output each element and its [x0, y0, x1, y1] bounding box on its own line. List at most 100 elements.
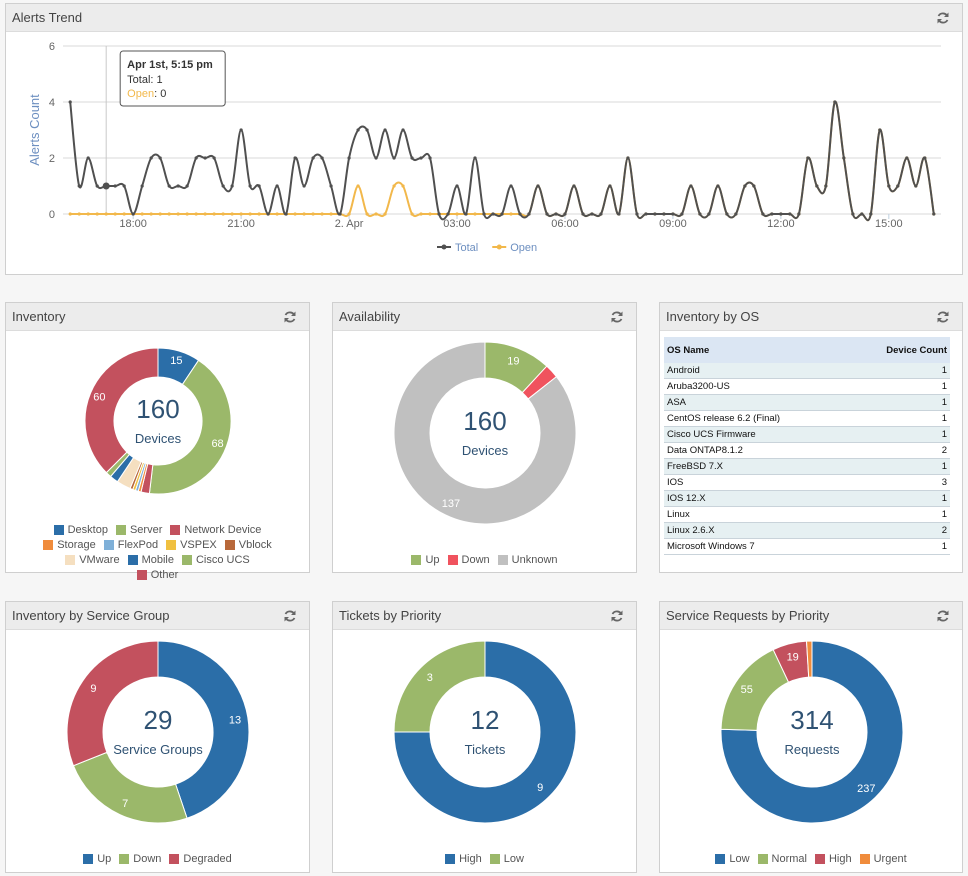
point: [644, 212, 648, 216]
legend-swatch: [447, 554, 458, 565]
point: [221, 212, 225, 216]
device-count: 1: [847, 394, 950, 411]
point: [482, 212, 486, 216]
point: [113, 184, 117, 188]
legend-label: High: [828, 852, 852, 865]
refresh-icon[interactable]: [936, 609, 950, 623]
point: [194, 156, 198, 160]
legend-item[interactable]: Vblock: [224, 537, 272, 552]
point: [833, 100, 837, 104]
os-name: Android: [664, 363, 848, 379]
legend-item[interactable]: VSPEX: [166, 537, 217, 552]
point: [662, 212, 666, 216]
legend-item[interactable]: VMware: [65, 552, 120, 567]
point: [275, 184, 279, 188]
point: [239, 212, 243, 216]
x-tick-label: 18:00: [119, 218, 147, 230]
point: [581, 212, 585, 216]
point: [869, 212, 873, 216]
legend: Desktop Server Network Device Storage FlexPo…: [38, 522, 278, 582]
point: [572, 184, 576, 188]
legend-item[interactable]: Desktop: [53, 522, 108, 537]
tickets-panel: Tickets by Priority 9 3 12 Tickets High Low: [332, 601, 637, 873]
point: [851, 212, 855, 216]
legend-swatch: [166, 539, 177, 550]
table-row: IOS 3: [664, 474, 950, 491]
legend-label: Vblock: [238, 538, 272, 551]
legend-item[interactable]: High: [814, 851, 852, 866]
point: [167, 184, 171, 188]
legend-item[interactable]: Normal: [757, 851, 807, 866]
x-tick-label: 09:00: [659, 218, 687, 230]
refresh-icon[interactable]: [610, 310, 624, 324]
data-label: 237: [857, 783, 875, 795]
point: [131, 212, 135, 216]
legend-swatch: [136, 569, 147, 580]
point: [158, 212, 162, 216]
legend-label: Normal: [771, 852, 807, 865]
point: [230, 184, 234, 188]
donut-segment: [148, 359, 232, 495]
legend-item[interactable]: Urgent: [859, 851, 907, 866]
legend-item[interactable]: Down: [119, 851, 161, 866]
legend-item[interactable]: FlexPod: [103, 537, 158, 552]
panel-title: Tickets by Priority: [333, 602, 636, 630]
legend-item[interactable]: Storage: [43, 537, 96, 552]
refresh-icon[interactable]: [283, 310, 297, 324]
os-name: IOS 12.X: [664, 490, 848, 507]
legend-item[interactable]: Other: [136, 567, 178, 582]
point: [410, 212, 414, 216]
legend-item[interactable]: High: [445, 851, 482, 866]
legend-item[interactable]: Up: [411, 552, 440, 567]
legend-item[interactable]: Cisco UCS: [181, 552, 250, 567]
refresh-arrow: [284, 617, 289, 622]
point: [617, 212, 621, 216]
os-name: Linux 2.6.X: [664, 522, 848, 539]
y-tick-label: 0: [49, 209, 55, 221]
legend-swatch: [715, 853, 726, 864]
legend-item[interactable]: Down: [447, 552, 490, 567]
refresh-arrow: [611, 318, 616, 323]
legend-item[interactable]: Low: [489, 851, 524, 866]
center-label: Devices: [462, 443, 509, 458]
device-count: 1: [847, 426, 950, 443]
legend-swatch: [65, 554, 76, 565]
point: [500, 212, 504, 216]
point: [824, 184, 828, 188]
point: [104, 212, 108, 216]
point: [302, 184, 306, 188]
point: [383, 212, 387, 216]
refresh-icon[interactable]: [936, 11, 950, 25]
x-tick-label: 06:00: [551, 218, 579, 230]
legend-item[interactable]: Network Device: [170, 522, 261, 537]
point: [761, 212, 765, 216]
chart-area: [660, 331, 964, 574]
table-row: IOS 12.X 1: [664, 490, 950, 507]
legend-item[interactable]: Degraded: [169, 851, 232, 866]
legend-item[interactable]: Mobile: [127, 552, 174, 567]
point: [275, 212, 279, 216]
legend-item[interactable]: Server: [115, 522, 162, 537]
legend-item[interactable]: Up: [83, 851, 111, 866]
table-row: Android 1: [664, 363, 950, 379]
point: [896, 184, 900, 188]
point: [185, 184, 189, 188]
point: [680, 212, 684, 216]
chart-area: 15 68 60 160 Devices: [84, 347, 232, 495]
donut-segment: [72, 751, 188, 824]
refresh-icon[interactable]: [283, 609, 297, 623]
point: [149, 156, 153, 160]
legend-item[interactable]: Low: [715, 851, 750, 866]
point: [635, 212, 639, 216]
refresh-icon[interactable]: [936, 310, 950, 324]
legend-swatch: [489, 853, 500, 864]
refresh-icon[interactable]: [610, 609, 624, 623]
point: [815, 184, 819, 188]
legend-item[interactable]: Unknown: [497, 552, 558, 567]
legend-label: Network Device: [184, 523, 262, 536]
point: [95, 184, 99, 188]
panel-title: Inventory by Service Group: [6, 602, 309, 630]
device-count: 1: [847, 458, 950, 475]
point: [203, 156, 207, 160]
legend-item: Total: [437, 242, 478, 254]
